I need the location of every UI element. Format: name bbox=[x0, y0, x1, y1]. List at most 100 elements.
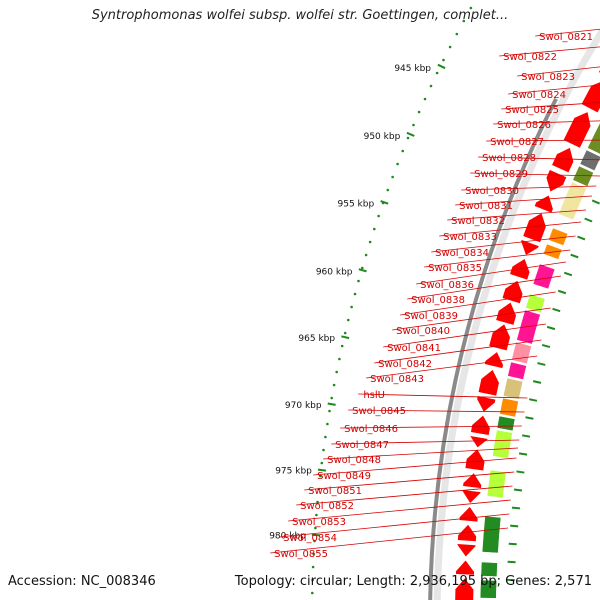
gene-tick bbox=[563, 271, 573, 277]
forward-gene-23[interactable] bbox=[459, 506, 478, 522]
cog-gene-6[interactable] bbox=[587, 114, 600, 155]
gene-label-swol_0840[interactable]: Swol_0840 bbox=[396, 326, 450, 337]
leader-line bbox=[439, 221, 582, 237]
forward-gene-5[interactable] bbox=[563, 112, 591, 148]
leader-line bbox=[508, 84, 600, 95]
gene-label-swol_0855[interactable]: Swol_0855 bbox=[274, 549, 328, 560]
gene-tick bbox=[510, 524, 519, 528]
forward-gene-6[interactable] bbox=[552, 147, 574, 173]
kbp-dot bbox=[315, 513, 318, 517]
cog-gene-14[interactable] bbox=[516, 309, 541, 345]
leader-line bbox=[296, 485, 513, 506]
gene-label-swol_0823[interactable]: Swol_0823 bbox=[521, 72, 575, 83]
kbp-tick bbox=[406, 131, 415, 137]
gene-label-swol_0852[interactable]: Swol_0852 bbox=[300, 501, 354, 512]
gene-label-swol_0846[interactable]: Swol_0846 bbox=[344, 424, 398, 435]
gene-label-swol_0828[interactable]: Swol_0828 bbox=[482, 153, 536, 164]
forward-gene-8[interactable] bbox=[534, 195, 553, 213]
forward-gene-10[interactable] bbox=[521, 240, 539, 255]
leader-line bbox=[535, 28, 600, 37]
gene-label-swol_0825[interactable]: Swol_0825 bbox=[505, 105, 559, 116]
cog-gene-16[interactable] bbox=[507, 361, 527, 380]
cog-gene-12[interactable] bbox=[532, 263, 556, 290]
kbp-tick bbox=[311, 533, 320, 537]
forward-gene-11[interactable] bbox=[510, 258, 530, 280]
kbp-dot bbox=[469, 6, 473, 10]
kbp-dot bbox=[391, 175, 394, 179]
gene-label-swol_0833[interactable]: Swol_0833 bbox=[443, 232, 497, 243]
gene-label-swol_0821[interactable]: Swol_0821 bbox=[539, 32, 593, 43]
forward-gene-26[interactable] bbox=[455, 560, 475, 575]
cog-gene-9[interactable] bbox=[558, 181, 587, 221]
cog-gene-15[interactable] bbox=[511, 341, 532, 365]
gene-label-swol_0822[interactable]: Swol_0822 bbox=[503, 52, 557, 63]
gene-label-swol_0834[interactable]: Swol_0834 bbox=[435, 248, 489, 259]
forward-gene-4[interactable] bbox=[581, 80, 600, 113]
gene-label-swol_0824[interactable]: Swol_0824 bbox=[512, 90, 566, 101]
forward-gene-22[interactable] bbox=[462, 490, 481, 503]
kbp-dot bbox=[442, 58, 445, 62]
forward-gene-7[interactable] bbox=[546, 170, 567, 192]
gene-label-swol_0847[interactable]: Swol_0847 bbox=[335, 440, 389, 451]
gene-label-swol_0842[interactable]: Swol_0842 bbox=[378, 359, 432, 370]
gene-label-swol_0838[interactable]: Swol_0838 bbox=[411, 295, 465, 306]
cog-gene-21[interactable] bbox=[486, 469, 507, 499]
gene-label-swol_0848[interactable]: Swol_0848 bbox=[327, 455, 381, 466]
cog-gene-23[interactable] bbox=[480, 561, 498, 577]
kbp-dot bbox=[328, 409, 331, 413]
gene-label-swol_0839[interactable]: Swol_0839 bbox=[404, 311, 458, 322]
forward-gene-15[interactable] bbox=[484, 352, 504, 369]
cog-gene-20[interactable] bbox=[492, 429, 513, 459]
gene-label-group[interactable]: Swol_0821 Swol_0822 Swol_0823 Swol_0824 Swol… bbox=[274, 32, 593, 560]
gene-label-swol_0845[interactable]: Swol_0845 bbox=[352, 406, 406, 417]
forward-gene-17[interactable] bbox=[477, 396, 496, 412]
kbp-dot bbox=[338, 357, 341, 361]
forward-gene-13[interactable] bbox=[496, 302, 517, 325]
leader-line bbox=[455, 195, 593, 206]
gene-label-swol_0830[interactable]: Swol_0830 bbox=[465, 186, 519, 197]
kbp-dot bbox=[311, 578, 314, 582]
forward-gene-25[interactable] bbox=[457, 544, 476, 557]
cog-gene-24[interactable] bbox=[479, 579, 497, 599]
cog-gene-18[interactable] bbox=[499, 397, 519, 418]
gene-label-swol_0841[interactable]: Swol_0841 bbox=[387, 343, 441, 354]
kbp-tick-label: 975 kbp bbox=[275, 467, 312, 477]
forward-gene-24[interactable] bbox=[457, 524, 477, 542]
forward-gene-19[interactable] bbox=[470, 436, 489, 448]
cog-gene-22[interactable] bbox=[481, 515, 502, 554]
gene-label-swol_0849[interactable]: Swol_0849 bbox=[317, 471, 371, 482]
gene-label-swol_0832[interactable]: Swol_0832 bbox=[451, 216, 505, 227]
gene-label-swol_0854[interactable]: Swol_0854 bbox=[283, 533, 337, 544]
gene-label-swol_0835[interactable]: Swol_0835 bbox=[428, 263, 482, 274]
map-title: Syntrophomonas wolfei subsp. wolfei str.… bbox=[91, 8, 509, 23]
forward-gene-9[interactable] bbox=[523, 213, 546, 243]
kbp-dot bbox=[435, 71, 439, 75]
cog-gene-19[interactable] bbox=[496, 415, 516, 432]
gene-label-swol_0843[interactable]: Swol_0843 bbox=[370, 374, 424, 385]
gene-label-swol_0827[interactable]: Swol_0827 bbox=[490, 137, 544, 148]
cog-gene-13[interactable] bbox=[525, 293, 546, 313]
cog-genes-track[interactable] bbox=[479, 0, 600, 599]
forward-gene-14[interactable] bbox=[489, 324, 511, 351]
forward-gene-18[interactable] bbox=[470, 415, 490, 436]
forward-gene-20[interactable] bbox=[465, 449, 485, 471]
kbp-dot bbox=[350, 305, 353, 309]
leader-line bbox=[470, 172, 600, 177]
forward-gene-27[interactable] bbox=[455, 578, 474, 600]
leader-line bbox=[478, 156, 600, 161]
gene-label-swol_0829[interactable]: Swol_0829 bbox=[474, 169, 528, 180]
gene-label-swol_0836[interactable]: Swol_0836 bbox=[420, 280, 474, 291]
forward-genes-track[interactable] bbox=[455, 5, 600, 600]
leader-line bbox=[499, 46, 600, 57]
cog-gene-10[interactable] bbox=[548, 227, 569, 246]
gene-label-swol_0853[interactable]: Swol_0853 bbox=[292, 517, 346, 528]
forward-gene-21[interactable] bbox=[463, 473, 482, 489]
gene-label-swol_0831[interactable]: Swol_0831 bbox=[459, 201, 513, 212]
gene-label-swol_0851[interactable]: Swol_0851 bbox=[308, 486, 362, 497]
forward-gene-16[interactable] bbox=[478, 370, 499, 396]
gene-label-swol_0826[interactable]: Swol_0826 bbox=[497, 120, 551, 131]
cog-gene-17[interactable] bbox=[502, 377, 524, 400]
gene-label-hslu[interactable]: hslU bbox=[363, 390, 385, 401]
leader-line bbox=[288, 499, 511, 522]
